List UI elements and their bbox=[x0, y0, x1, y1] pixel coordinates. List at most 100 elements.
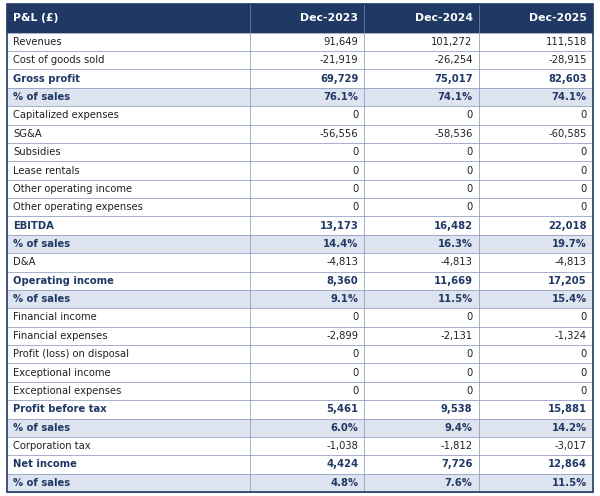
Text: 0: 0 bbox=[466, 166, 473, 176]
Text: Exceptional expenses: Exceptional expenses bbox=[13, 386, 122, 396]
Text: 14.4%: 14.4% bbox=[323, 239, 358, 249]
Bar bbox=[7, 51, 593, 69]
Text: 0: 0 bbox=[466, 184, 473, 194]
Text: 7.6%: 7.6% bbox=[445, 478, 473, 488]
Text: 4,424: 4,424 bbox=[326, 459, 358, 470]
Text: Other operating income: Other operating income bbox=[13, 184, 133, 194]
Text: 69,729: 69,729 bbox=[320, 74, 358, 84]
Text: 101,272: 101,272 bbox=[431, 37, 473, 47]
Text: 16,482: 16,482 bbox=[434, 221, 473, 231]
Text: Financial income: Financial income bbox=[13, 312, 97, 322]
Text: Financial expenses: Financial expenses bbox=[13, 331, 108, 341]
Text: Dec-2025: Dec-2025 bbox=[529, 13, 587, 23]
Text: 74.1%: 74.1% bbox=[437, 92, 473, 102]
Bar bbox=[7, 216, 593, 235]
Bar bbox=[7, 161, 593, 180]
Text: 0: 0 bbox=[466, 202, 473, 212]
Bar bbox=[7, 437, 593, 455]
Text: 91,649: 91,649 bbox=[323, 37, 358, 47]
Text: 6.0%: 6.0% bbox=[331, 423, 358, 433]
Bar bbox=[7, 345, 593, 364]
Text: 0: 0 bbox=[581, 184, 587, 194]
Text: 9.4%: 9.4% bbox=[445, 423, 473, 433]
Text: -1,812: -1,812 bbox=[440, 441, 473, 451]
Text: 12,864: 12,864 bbox=[548, 459, 587, 470]
Text: D&A: D&A bbox=[13, 257, 36, 267]
Text: Cost of goods sold: Cost of goods sold bbox=[13, 55, 105, 65]
Text: -1,324: -1,324 bbox=[555, 331, 587, 341]
Text: 0: 0 bbox=[466, 312, 473, 322]
Text: % of sales: % of sales bbox=[13, 92, 70, 102]
Text: 9,538: 9,538 bbox=[441, 404, 473, 414]
Text: -4,813: -4,813 bbox=[555, 257, 587, 267]
Text: 13,173: 13,173 bbox=[320, 221, 358, 231]
Text: -21,919: -21,919 bbox=[320, 55, 358, 65]
Text: 9.1%: 9.1% bbox=[331, 294, 358, 304]
Text: 0: 0 bbox=[352, 202, 358, 212]
Text: Operating income: Operating income bbox=[13, 276, 114, 286]
Bar bbox=[7, 180, 593, 198]
Text: P&L (£): P&L (£) bbox=[13, 13, 59, 23]
Text: -60,585: -60,585 bbox=[548, 129, 587, 139]
Text: Dec-2024: Dec-2024 bbox=[415, 13, 473, 23]
Text: 11,669: 11,669 bbox=[434, 276, 473, 286]
Text: 11.5%: 11.5% bbox=[437, 294, 473, 304]
Text: 0: 0 bbox=[466, 368, 473, 377]
Text: 7,726: 7,726 bbox=[441, 459, 473, 470]
Text: 0: 0 bbox=[581, 349, 587, 359]
Bar bbox=[7, 419, 593, 437]
Text: Net income: Net income bbox=[13, 459, 77, 470]
Text: 19.7%: 19.7% bbox=[552, 239, 587, 249]
Text: -2,899: -2,899 bbox=[326, 331, 358, 341]
Bar bbox=[7, 382, 593, 400]
Bar bbox=[7, 143, 593, 161]
Text: 111,518: 111,518 bbox=[545, 37, 587, 47]
Text: 0: 0 bbox=[352, 147, 358, 157]
Text: Capitalized expenses: Capitalized expenses bbox=[13, 111, 119, 121]
Bar bbox=[7, 474, 593, 492]
Text: 0: 0 bbox=[466, 349, 473, 359]
Text: 11.5%: 11.5% bbox=[551, 478, 587, 488]
Bar bbox=[7, 455, 593, 474]
Bar bbox=[7, 235, 593, 253]
Text: 75,017: 75,017 bbox=[434, 74, 473, 84]
Text: 0: 0 bbox=[352, 386, 358, 396]
Text: SG&A: SG&A bbox=[13, 129, 42, 139]
Text: Dec-2023: Dec-2023 bbox=[301, 13, 358, 23]
Text: Subsidies: Subsidies bbox=[13, 147, 61, 157]
Bar bbox=[7, 124, 593, 143]
Text: 0: 0 bbox=[466, 111, 473, 121]
Text: 5,461: 5,461 bbox=[326, 404, 358, 414]
Text: 0: 0 bbox=[352, 349, 358, 359]
Text: Lease rentals: Lease rentals bbox=[13, 166, 80, 176]
Bar bbox=[7, 272, 593, 290]
Bar bbox=[7, 106, 593, 124]
Text: 0: 0 bbox=[581, 386, 587, 396]
Text: 0: 0 bbox=[352, 166, 358, 176]
Text: 0: 0 bbox=[581, 166, 587, 176]
Bar bbox=[7, 327, 593, 345]
Text: Profit before tax: Profit before tax bbox=[13, 404, 107, 414]
Text: -28,915: -28,915 bbox=[548, 55, 587, 65]
Bar bbox=[7, 290, 593, 309]
Text: 0: 0 bbox=[466, 147, 473, 157]
Bar bbox=[7, 69, 593, 88]
Text: 22,018: 22,018 bbox=[548, 221, 587, 231]
Text: 0: 0 bbox=[466, 386, 473, 396]
Bar bbox=[7, 4, 593, 33]
Bar bbox=[7, 309, 593, 327]
Text: 16.3%: 16.3% bbox=[437, 239, 473, 249]
Text: Revenues: Revenues bbox=[13, 37, 62, 47]
Text: 15,881: 15,881 bbox=[548, 404, 587, 414]
Bar bbox=[7, 364, 593, 382]
Bar bbox=[7, 33, 593, 51]
Text: -4,813: -4,813 bbox=[441, 257, 473, 267]
Text: % of sales: % of sales bbox=[13, 423, 70, 433]
Text: -58,536: -58,536 bbox=[434, 129, 473, 139]
Text: 0: 0 bbox=[581, 147, 587, 157]
Text: Corporation tax: Corporation tax bbox=[13, 441, 91, 451]
Text: 17,205: 17,205 bbox=[548, 276, 587, 286]
Bar bbox=[7, 198, 593, 216]
Text: 74.1%: 74.1% bbox=[551, 92, 587, 102]
Text: -3,017: -3,017 bbox=[555, 441, 587, 451]
